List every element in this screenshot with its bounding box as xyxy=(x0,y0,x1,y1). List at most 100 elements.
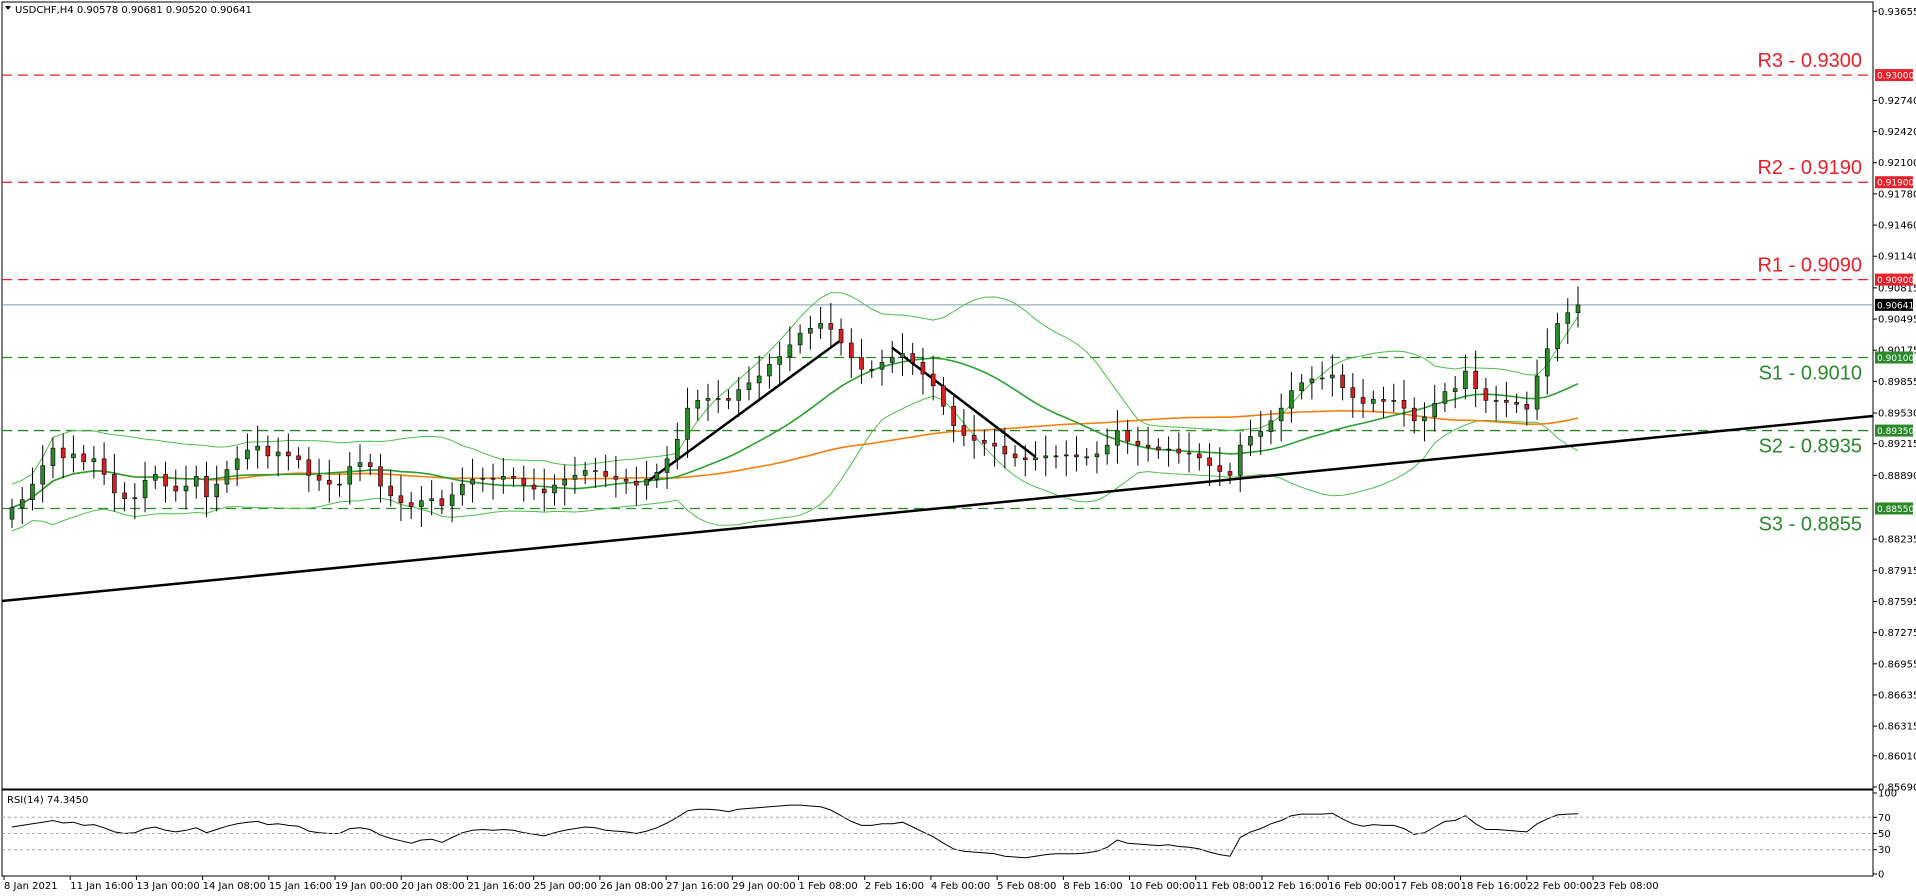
time-tick-label-15: 5 Feb 08:00 xyxy=(997,881,1056,892)
candle-body-37 xyxy=(388,485,394,497)
candle-body-74 xyxy=(767,364,772,377)
candle-body-100 xyxy=(1033,457,1038,461)
candle-body-19 xyxy=(204,476,209,498)
time-tick-label-17: 10 Feb 00:00 xyxy=(1130,881,1196,892)
candle-body-138 xyxy=(1422,416,1427,422)
candle-body-143 xyxy=(1473,370,1478,389)
candle-body-150 xyxy=(1544,348,1550,377)
candle-body-124 xyxy=(1278,407,1284,422)
candle-body-40 xyxy=(419,500,424,507)
price-tick-label-10: 0.90815 xyxy=(1878,283,1916,294)
time-tick-label-23: 22 Feb 00:00 xyxy=(1527,881,1593,892)
time-tick-label-13: 2 Feb 16:00 xyxy=(865,881,924,892)
rsi-header: RSI(14) 74.3450 xyxy=(7,795,88,806)
candle-body-17 xyxy=(183,485,189,492)
candle-body-137 xyxy=(1411,407,1417,422)
time-tick-label-24: 23 Feb 08:00 xyxy=(1593,881,1659,892)
level-price-box-4 xyxy=(1875,424,1913,437)
candle-body-94 xyxy=(971,435,977,441)
candle-body-75 xyxy=(777,356,782,365)
candle-body-57 xyxy=(593,470,598,472)
candle-body-77 xyxy=(797,332,803,346)
candle-body-30 xyxy=(316,475,322,481)
candle-body-141 xyxy=(1452,388,1458,392)
candle-body-81 xyxy=(838,328,844,344)
price-tick-label-0: 0.93655 xyxy=(1878,7,1916,18)
moving-average-green-line xyxy=(11,357,1579,509)
candle-body-0 xyxy=(9,507,15,520)
candle-body-73 xyxy=(756,375,762,384)
candle-body-34 xyxy=(357,462,363,467)
candle-body-78 xyxy=(808,328,813,334)
candle-body-10 xyxy=(112,474,117,494)
candle-body-28 xyxy=(296,455,301,461)
rsi-tick-label-3: 30 xyxy=(1878,845,1891,856)
symbol-header: USDCHF,H4 0.90578 0.90681 0.90520 0.9064… xyxy=(15,5,252,16)
candle-body-41 xyxy=(429,498,434,501)
candle-body-46 xyxy=(480,477,486,480)
candle-body-79 xyxy=(818,323,823,329)
current-price-box xyxy=(1875,298,1913,311)
bollinger-upper-line xyxy=(11,292,1579,485)
candle-body-65 xyxy=(674,439,680,460)
candle-body-4 xyxy=(50,447,56,466)
price-tick-label-3: 0.92420 xyxy=(1878,127,1916,138)
price-tick-label-29: 0.85690 xyxy=(1878,783,1916,794)
candle-body-69 xyxy=(715,398,721,400)
rsi-tick-label-0: 100 xyxy=(1878,789,1897,800)
candle-body-35 xyxy=(367,462,373,467)
price-tick-label-13: 0.90175 xyxy=(1878,346,1916,357)
level-price-box-text-0: 0.93000 xyxy=(1877,72,1914,82)
candle-body-44 xyxy=(460,483,465,496)
candle-body-24 xyxy=(255,445,260,451)
candle-body-119 xyxy=(1227,471,1233,476)
candle-body-92 xyxy=(951,405,956,426)
candle-body-151 xyxy=(1555,323,1560,350)
candle-body-115 xyxy=(1186,452,1192,455)
time-tick-label-22: 18 Feb 16:00 xyxy=(1461,881,1527,892)
candle-body-50 xyxy=(521,477,527,486)
candle-body-116 xyxy=(1196,453,1202,459)
candle-body-51 xyxy=(531,484,537,490)
price-tick-label-23: 0.87595 xyxy=(1878,597,1916,608)
candle-body-2 xyxy=(30,483,35,501)
level-price-box-0 xyxy=(1875,69,1913,82)
rsi-series xyxy=(11,804,1579,859)
collapse-triangle-icon[interactable] xyxy=(5,6,11,10)
candle-body-22 xyxy=(234,458,240,470)
price-axis: 0.93655 0.92740 0.92420 0.92100 0.91780 0.914… xyxy=(2,7,1916,881)
candle-body-11 xyxy=(122,492,127,500)
candle-body-146 xyxy=(1504,400,1509,403)
candle-body-55 xyxy=(572,475,578,480)
level-price-box-5 xyxy=(1875,502,1913,515)
candle-body-95 xyxy=(982,439,987,444)
candle-body-149 xyxy=(1534,375,1540,410)
price-tick-label-18: 0.89215 xyxy=(1878,439,1916,450)
candle-body-122 xyxy=(1258,431,1264,437)
level-label-5: S3 - 0.8855 xyxy=(1759,513,1862,535)
rsi-line xyxy=(11,804,1579,859)
price-tick-label-7: 0.91460 xyxy=(1878,221,1916,232)
candle-body-108 xyxy=(1115,430,1120,446)
candle-body-101 xyxy=(1043,455,1049,459)
candle-body-118 xyxy=(1217,465,1223,472)
rsi-pane-frame xyxy=(1,789,1874,877)
candle-body-109 xyxy=(1125,430,1130,442)
rsi-tick-label-1: 70 xyxy=(1878,813,1891,824)
candle-body-42 xyxy=(439,498,445,506)
candle-body-140 xyxy=(1442,391,1448,404)
ascending-trendline xyxy=(1,414,1874,603)
price-tick-label-27: 0.86315 xyxy=(1878,722,1916,733)
candle-body-120 xyxy=(1237,444,1243,476)
time-tick-label-18: 11 Feb 08:00 xyxy=(1196,881,1262,892)
candle-body-38 xyxy=(398,495,404,503)
candle-body-131 xyxy=(1350,387,1356,398)
candle-body-87 xyxy=(900,353,905,358)
candle-body-125 xyxy=(1289,390,1294,409)
price-tick-label-2: 0.92740 xyxy=(1878,96,1916,107)
candle-body-88 xyxy=(910,353,916,363)
level-price-box-text-1: 0.91900 xyxy=(1877,179,1914,189)
candle-body-80 xyxy=(828,323,834,330)
candle-body-135 xyxy=(1391,400,1397,402)
